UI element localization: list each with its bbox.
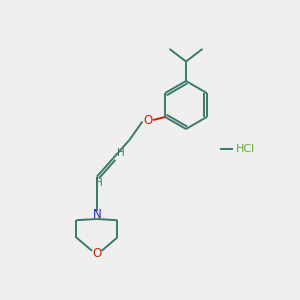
Text: HCl: HCl [236, 143, 255, 154]
Text: O: O [143, 113, 152, 127]
Text: H: H [117, 148, 125, 158]
Text: O: O [92, 247, 101, 260]
Text: H: H [95, 178, 103, 188]
Text: N: N [92, 208, 101, 221]
